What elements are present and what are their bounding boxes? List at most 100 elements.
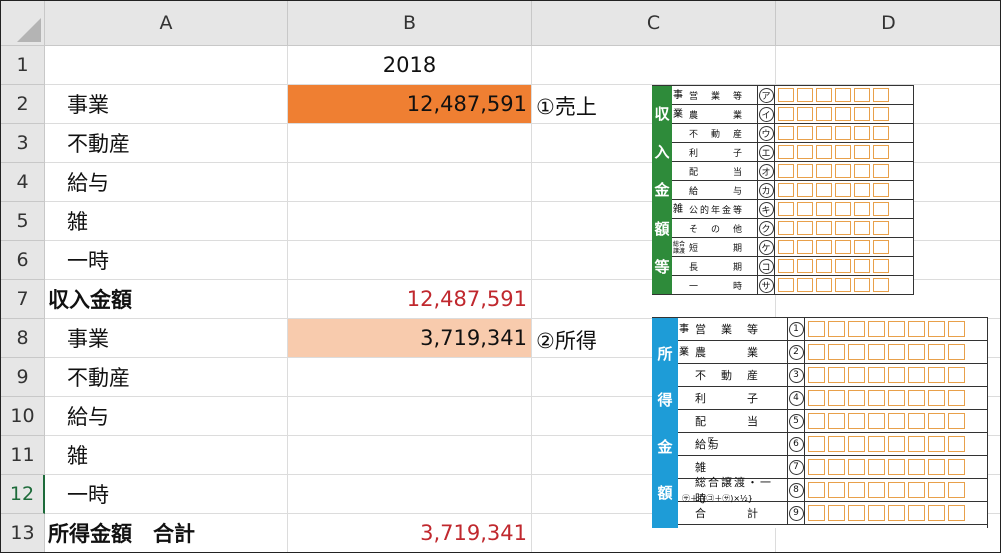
form-row-label: 雑 bbox=[695, 461, 708, 474]
cell-b[interactable] bbox=[288, 358, 532, 397]
form-row-label: 利 子 bbox=[689, 148, 745, 159]
income-form-image: 収入金額等 営 業 等 ア 事農 業 イ 業不 動 産 ウ利 子 エ配 当 オ給 与 カ公的年金… bbox=[652, 85, 914, 295]
select-all-button[interactable] bbox=[1, 1, 45, 46]
cell-a[interactable]: 収入金額 bbox=[45, 280, 288, 319]
side-char: 等 bbox=[654, 257, 670, 276]
cell-a[interactable]: 雑 bbox=[45, 202, 288, 241]
cell-b[interactable] bbox=[288, 397, 532, 436]
form-row: 不 動 産ウ bbox=[672, 124, 913, 143]
cell-b[interactable] bbox=[288, 124, 532, 163]
form-row-symbol: カ bbox=[758, 182, 774, 198]
form-row-label: 長 期 bbox=[689, 262, 745, 273]
form-row: 営 業 等ア bbox=[672, 86, 913, 105]
form-row-label: 農 業 bbox=[695, 346, 760, 359]
form-row-label: 配 当 bbox=[695, 415, 760, 428]
side-char: 所 bbox=[657, 345, 673, 364]
row-header[interactable]: 9 bbox=[1, 358, 45, 397]
form-row: そ の 他ク bbox=[672, 219, 913, 238]
form-row: 短 期ケ bbox=[672, 238, 913, 257]
cell-a[interactable] bbox=[45, 46, 288, 85]
form-row-label: そ の 他 bbox=[689, 224, 745, 235]
form-row-label: 配 当 bbox=[689, 167, 745, 178]
row-header[interactable]: 10 bbox=[1, 397, 45, 436]
form-row-symbol: 7 bbox=[788, 459, 804, 475]
cell-a[interactable]: 所得金額 合計 bbox=[45, 514, 288, 552]
cell-a[interactable]: 一時 bbox=[45, 475, 288, 514]
row-header[interactable]: 2 bbox=[1, 85, 45, 124]
form-row-symbol: 9 bbox=[788, 505, 804, 521]
form-row-symbol: オ bbox=[758, 163, 774, 179]
form-row: 利 子エ bbox=[672, 143, 913, 162]
cell-a[interactable]: 事業 bbox=[45, 319, 288, 358]
form-row-symbol: 5 bbox=[788, 413, 804, 429]
income-amount-form-side-label: 所得金額 bbox=[652, 318, 678, 528]
form-row: 農 業 2 bbox=[678, 341, 987, 364]
form-row-group: 事 bbox=[673, 90, 683, 101]
form-row-label: 不 動 産 bbox=[689, 129, 745, 140]
row-header[interactable]: 6 bbox=[1, 241, 45, 280]
cell-b[interactable] bbox=[288, 202, 532, 241]
cell-b[interactable]: 3,719,341 bbox=[288, 319, 532, 358]
column-header-b[interactable]: B bbox=[288, 1, 532, 46]
column-header-c[interactable]: C bbox=[532, 1, 776, 46]
cell-a[interactable]: 不動産 bbox=[45, 358, 288, 397]
form-row-symbol: キ bbox=[758, 201, 774, 217]
cell-d[interactable] bbox=[776, 46, 1000, 85]
row-header[interactable]: 3 bbox=[1, 124, 45, 163]
form-row-label: 公的年金等 bbox=[689, 205, 745, 216]
form-row: 一 時サ bbox=[672, 276, 913, 295]
cell-c[interactable] bbox=[532, 514, 776, 552]
form-row-label: 給 与 bbox=[689, 186, 745, 197]
form-row-symbol: ク bbox=[758, 220, 774, 236]
side-char: 金 bbox=[654, 181, 670, 200]
side-char: 収 bbox=[654, 105, 670, 124]
row-header[interactable]: 7 bbox=[1, 280, 45, 319]
cell-b[interactable]: 12,487,591 bbox=[288, 85, 532, 124]
form-row: 配 当オ bbox=[672, 162, 913, 181]
cell-a[interactable]: 給与 bbox=[45, 397, 288, 436]
row-header[interactable]: 5 bbox=[1, 202, 45, 241]
form-row-label: 給与 bbox=[695, 438, 721, 451]
cell-b[interactable]: 12,487,591 bbox=[288, 280, 532, 319]
form-row-symbol: イ bbox=[758, 106, 774, 122]
side-char: 金 bbox=[657, 437, 673, 456]
form-row-group: 雑 bbox=[673, 204, 683, 215]
cell-b[interactable] bbox=[288, 475, 532, 514]
row-header[interactable]: 1 bbox=[1, 46, 45, 85]
row-header[interactable]: 8 bbox=[1, 319, 45, 358]
row-header[interactable]: 13 bbox=[1, 514, 45, 552]
form-row-symbol: ケ bbox=[758, 239, 774, 255]
column-header-d[interactable]: D bbox=[776, 1, 1000, 46]
cell-a[interactable]: 不動産 bbox=[45, 124, 288, 163]
form-row-label: 不 動 産 bbox=[695, 369, 760, 382]
cell-b[interactable]: 2018 bbox=[288, 46, 532, 85]
form-row-symbol: 2 bbox=[788, 344, 804, 360]
cell-c[interactable] bbox=[532, 46, 776, 85]
form-row: 給 与カ bbox=[672, 181, 913, 200]
row-header[interactable]: 11 bbox=[1, 436, 45, 475]
cell-a[interactable]: 雑 bbox=[45, 436, 288, 475]
form-row-symbol: エ bbox=[758, 144, 774, 160]
cell-a[interactable]: 事業 bbox=[45, 85, 288, 124]
form-row-symbol: ウ bbox=[758, 125, 774, 141]
side-char: 額 bbox=[657, 483, 673, 502]
form-row-group: 業 bbox=[679, 347, 689, 358]
cell-c-note: ②所得 bbox=[536, 329, 597, 353]
row-header[interactable]: 12 bbox=[1, 475, 45, 514]
side-char: 入 bbox=[654, 143, 670, 162]
cell-b[interactable] bbox=[288, 241, 532, 280]
form-row-symbol: 1 bbox=[788, 321, 804, 337]
form-row-label: 利 子 bbox=[695, 392, 760, 405]
cell-b[interactable] bbox=[288, 436, 532, 475]
form-row: 配 当 5 bbox=[678, 410, 987, 433]
form-row-label: 営 業 等 bbox=[695, 323, 760, 336]
cell-a[interactable]: 一時 bbox=[45, 241, 288, 280]
row-header[interactable]: 4 bbox=[1, 163, 45, 202]
cell-b[interactable]: 3,719,341 bbox=[288, 514, 532, 552]
column-header-a[interactable]: A bbox=[45, 1, 288, 46]
cell-b[interactable] bbox=[288, 163, 532, 202]
side-char: 得 bbox=[657, 391, 673, 410]
form-row-symbol: 8 bbox=[788, 482, 804, 498]
cell-a[interactable]: 給与 bbox=[45, 163, 288, 202]
